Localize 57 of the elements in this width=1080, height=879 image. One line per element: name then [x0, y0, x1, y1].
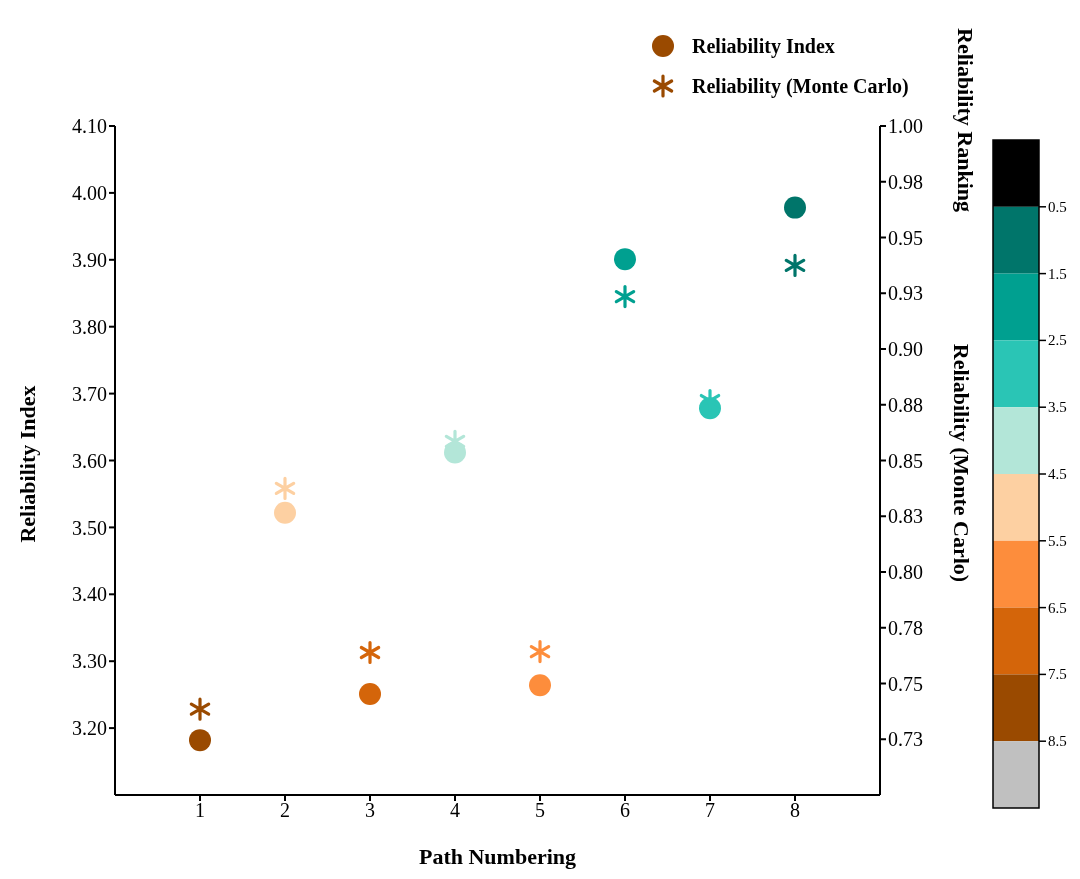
point: [274, 476, 296, 500]
y-tick-label: 3.70: [72, 382, 107, 405]
y2-tick-label: 0.98: [888, 170, 923, 193]
point: [189, 697, 211, 721]
y-axis-title: Reliability Index: [15, 385, 41, 543]
x-tick-label: 5: [535, 799, 545, 822]
point: [784, 196, 806, 219]
x-tick-label: 7: [705, 799, 715, 822]
color-bar-title: Reliability Ranking: [952, 28, 978, 212]
y-tick-label: 3.30: [72, 650, 107, 673]
point: [359, 682, 381, 705]
y-tick-label: 4.10: [72, 115, 107, 138]
y2-tick-label: 0.95: [888, 226, 923, 249]
point: [614, 248, 636, 271]
y2-tick-label: 0.78: [888, 616, 923, 639]
x-tick-label: 1: [195, 799, 205, 822]
y-tick-label: 3.90: [72, 248, 107, 271]
point: [189, 729, 211, 752]
color-bar-label: 0.5: [1048, 198, 1067, 215]
color-bar-label: 4.5: [1048, 466, 1067, 482]
x-tick-label: 8: [790, 799, 800, 822]
color-bar-label: 5.5: [1048, 532, 1067, 549]
y2-tick-label: 0.93: [888, 282, 923, 305]
legend-label: Reliability Index: [692, 34, 835, 58]
y2-axis-title: Reliability (Monte Carlo): [948, 343, 974, 583]
point: [784, 253, 806, 277]
y2-tick-label: 0.85: [888, 449, 923, 472]
point: [359, 640, 381, 665]
color-bar-label: 3.5: [1048, 399, 1067, 416]
y-tick-label: 3.50: [72, 516, 107, 539]
point: [614, 285, 636, 309]
point: [529, 640, 551, 664]
x-tick-label: 6: [620, 799, 630, 822]
color-bar-label: 8.5: [1048, 733, 1067, 750]
y-tick-label: 3.60: [72, 449, 107, 472]
color-bar-label: 1.5: [1048, 265, 1067, 282]
y2-tick-label: 0.73: [888, 728, 923, 751]
y2-tick-label: 0.83: [888, 505, 923, 528]
y2-tick-label: 0.75: [888, 672, 923, 695]
color-bar-label: 6.5: [1048, 599, 1067, 616]
legend-label: Reliability (Monte Carlo): [692, 74, 909, 98]
x-tick-label: 3: [365, 799, 375, 822]
x-tick-label: 4: [450, 799, 460, 822]
x-tick-label: 2: [280, 799, 290, 822]
y2-tick-label: 0.90: [888, 338, 923, 361]
y2-tick-label: 0.80: [888, 561, 923, 584]
y2-tick-label: 0.88: [888, 393, 923, 416]
point: [529, 674, 551, 697]
y-tick-label: 4.00: [72, 182, 107, 204]
y-tick-label: 3.20: [72, 717, 107, 740]
x-axis-title: Path Numbering: [417, 844, 578, 870]
color-bar-label: 2.5: [1048, 332, 1067, 349]
color-bar-label: 7.5: [1048, 666, 1067, 683]
y-tick-label: 3.40: [72, 583, 107, 606]
point: [274, 501, 296, 524]
y2-tick-label: 1.00: [888, 115, 923, 138]
y-tick-label: 3.80: [72, 315, 107, 338]
